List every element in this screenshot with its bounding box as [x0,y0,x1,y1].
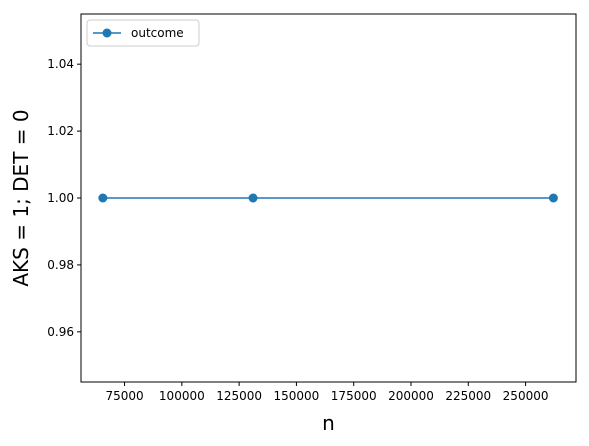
y-axis-label: AKS = 1; DET = 0 [9,109,33,286]
x-tick-label: 150000 [274,389,320,403]
x-tick-label: 175000 [331,389,377,403]
x-axis-label: n [322,411,335,435]
x-tick-label: 200000 [388,389,434,403]
x-tick-label: 75000 [105,389,143,403]
y-tick-label: 1.02 [47,124,74,138]
y-axis-ticks: 0.96 0.98 1.00 1.02 1.04 [47,57,81,339]
x-axis-ticks: 75000 100000 125000 150000 175000 200000 22500… [105,382,548,403]
x-tick-label: 125000 [216,389,262,403]
data-point-outcome [548,193,558,203]
legend: outcome [86,19,200,47]
legend-box [86,19,200,47]
y-tick-label: 1.04 [47,57,74,71]
series-layer [98,193,558,203]
x-tick-label: 225000 [445,389,491,403]
y-tick-label: 0.98 [47,258,74,272]
y-tick-label: 1.00 [47,191,74,205]
legend-marker-sample [102,28,112,38]
x-tick-label: 100000 [159,389,205,403]
y-tick-label: 0.96 [47,325,74,339]
data-point-outcome [248,193,258,203]
x-tick-label: 250000 [503,389,549,403]
legend-entry-outcome: outcome [131,26,184,40]
data-point-outcome [98,193,108,203]
